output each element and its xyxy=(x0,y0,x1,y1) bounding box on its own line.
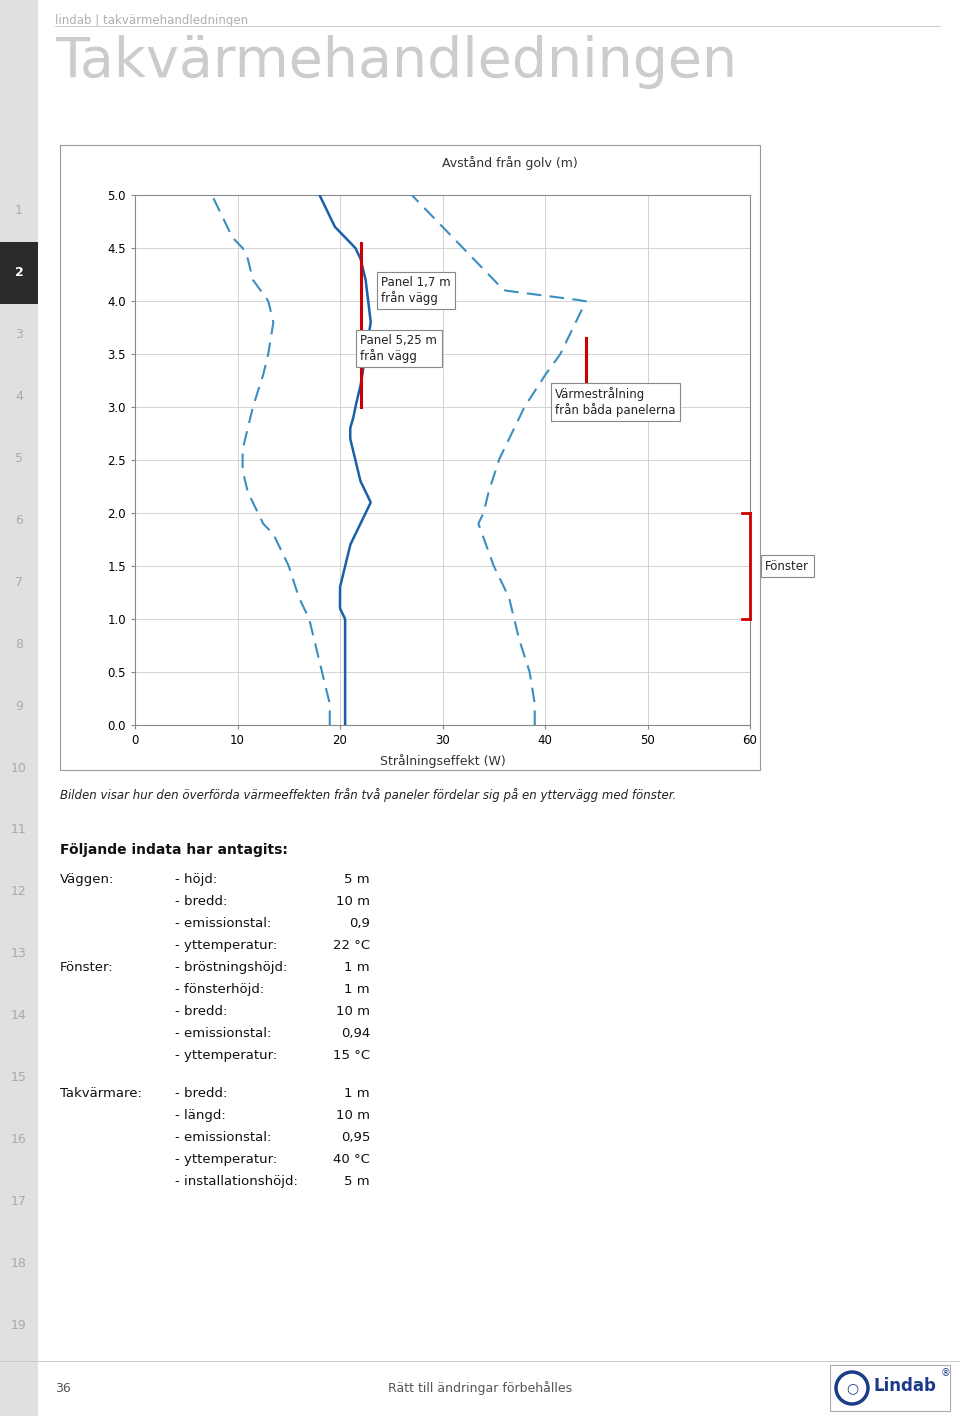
Text: Fönster: Fönster xyxy=(765,559,809,572)
Text: Avstånd från golv (m): Avstånd från golv (m) xyxy=(443,156,578,170)
Text: - installationshöjd:: - installationshöjd: xyxy=(175,1175,298,1188)
Text: 17: 17 xyxy=(12,1195,27,1208)
Text: ○: ○ xyxy=(846,1381,858,1395)
Text: Följande indata har antagits:: Följande indata har antagits: xyxy=(60,843,288,857)
Text: lindab | takvärmehandledningen: lindab | takvärmehandledningen xyxy=(55,14,248,27)
Text: 1 m: 1 m xyxy=(345,983,370,995)
Text: 10 m: 10 m xyxy=(336,1005,370,1018)
Circle shape xyxy=(836,1372,868,1405)
Text: 3: 3 xyxy=(15,329,23,341)
Text: 13: 13 xyxy=(12,947,27,960)
Text: 18: 18 xyxy=(12,1256,27,1270)
Text: 10 m: 10 m xyxy=(336,1109,370,1121)
Text: Takvärmare:: Takvärmare: xyxy=(60,1087,142,1100)
Text: Värmestrålning
från båda panelerna: Värmestrålning från båda panelerna xyxy=(555,387,676,416)
Text: 15: 15 xyxy=(12,1070,27,1085)
Text: - höjd:: - höjd: xyxy=(175,874,217,886)
Bar xyxy=(0,242,38,304)
Bar xyxy=(0,0,38,1416)
Text: 10 m: 10 m xyxy=(336,895,370,908)
Text: 1 m: 1 m xyxy=(345,961,370,974)
Text: Fönster:: Fönster: xyxy=(60,961,113,974)
Text: - emissionstal:: - emissionstal: xyxy=(175,918,272,930)
Text: - yttemperatur:: - yttemperatur: xyxy=(175,1049,277,1062)
X-axis label: Strålningseffekt (W): Strålningseffekt (W) xyxy=(379,753,505,767)
Text: Bilden visar hur den överförda värmeeffekten från två paneler fördelar sig på en: Bilden visar hur den överförda värmeeffe… xyxy=(60,787,676,801)
Text: 0,9: 0,9 xyxy=(349,918,370,930)
Text: Panel 1,7 m
från vägg: Panel 1,7 m från vägg xyxy=(381,276,450,304)
Text: 1 m: 1 m xyxy=(345,1087,370,1100)
Text: 7: 7 xyxy=(15,576,23,589)
Text: 22 °C: 22 °C xyxy=(333,939,370,952)
Text: 2: 2 xyxy=(14,266,23,279)
Text: 14: 14 xyxy=(12,1010,27,1022)
Text: 5 m: 5 m xyxy=(345,1175,370,1188)
Text: 15 °C: 15 °C xyxy=(333,1049,370,1062)
Text: 10: 10 xyxy=(12,762,27,775)
Text: 5: 5 xyxy=(15,452,23,464)
Text: Takvärmehandledningen: Takvärmehandledningen xyxy=(55,35,737,89)
Text: - emissionstal:: - emissionstal: xyxy=(175,1027,272,1039)
Text: 16: 16 xyxy=(12,1133,27,1146)
Text: 12: 12 xyxy=(12,885,27,898)
Text: - bredd:: - bredd: xyxy=(175,895,228,908)
Text: - bröstningshöjd:: - bröstningshöjd: xyxy=(175,961,287,974)
Text: 1: 1 xyxy=(15,204,23,218)
Text: - längd:: - längd: xyxy=(175,1109,226,1121)
Text: 8: 8 xyxy=(15,637,23,651)
Bar xyxy=(830,1365,950,1410)
Text: Panel 5,25 m
från vägg: Panel 5,25 m från vägg xyxy=(361,334,438,364)
Text: 11: 11 xyxy=(12,823,27,837)
Text: 19: 19 xyxy=(12,1318,27,1331)
Text: - yttemperatur:: - yttemperatur: xyxy=(175,939,277,952)
Text: 0,94: 0,94 xyxy=(341,1027,370,1039)
Text: 5 m: 5 m xyxy=(345,874,370,886)
Text: - emissionstal:: - emissionstal: xyxy=(175,1131,272,1144)
Text: Väggen:: Väggen: xyxy=(60,874,114,886)
Text: - fönsterhöjd:: - fönsterhöjd: xyxy=(175,983,264,995)
Text: - bredd:: - bredd: xyxy=(175,1087,228,1100)
Text: 36: 36 xyxy=(55,1382,71,1395)
Text: 6: 6 xyxy=(15,514,23,527)
Text: ®: ® xyxy=(941,1368,950,1378)
Text: 0,95: 0,95 xyxy=(341,1131,370,1144)
Text: - yttemperatur:: - yttemperatur: xyxy=(175,1153,277,1165)
Text: 4: 4 xyxy=(15,391,23,404)
Text: 9: 9 xyxy=(15,700,23,712)
Text: - bredd:: - bredd: xyxy=(175,1005,228,1018)
Bar xyxy=(60,144,760,770)
Text: 40 °C: 40 °C xyxy=(333,1153,370,1165)
Text: Rätt till ändringar förbehålles: Rätt till ändringar förbehålles xyxy=(388,1382,572,1396)
Text: Lindab: Lindab xyxy=(874,1376,936,1395)
